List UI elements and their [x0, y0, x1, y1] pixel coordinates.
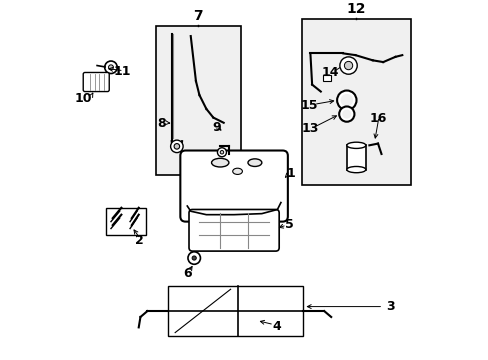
Bar: [301, 19, 410, 185]
Bar: [156, 26, 241, 175]
Bar: [346, 145, 365, 170]
Text: 1: 1: [286, 167, 295, 180]
Ellipse shape: [346, 142, 365, 148]
Text: 8: 8: [157, 117, 165, 130]
Circle shape: [220, 150, 223, 154]
Circle shape: [192, 256, 196, 260]
Text: 10: 10: [74, 92, 92, 105]
Circle shape: [187, 252, 200, 264]
Text: 6: 6: [183, 267, 192, 280]
Ellipse shape: [247, 159, 261, 166]
Circle shape: [336, 90, 356, 110]
Circle shape: [342, 109, 350, 118]
Text: 14: 14: [321, 66, 339, 79]
Circle shape: [108, 65, 113, 70]
Text: 9: 9: [212, 121, 221, 135]
Circle shape: [174, 144, 179, 149]
Bar: [322, 75, 330, 81]
Ellipse shape: [211, 158, 228, 167]
Ellipse shape: [232, 168, 242, 175]
Text: 5: 5: [285, 218, 293, 231]
Text: 4: 4: [271, 320, 280, 333]
Circle shape: [340, 94, 352, 107]
Text: 11: 11: [113, 65, 131, 78]
Ellipse shape: [346, 166, 365, 173]
Circle shape: [170, 140, 183, 153]
Circle shape: [339, 57, 357, 74]
Circle shape: [344, 62, 352, 70]
Circle shape: [217, 148, 226, 157]
Bar: [168, 286, 303, 336]
Text: 7: 7: [192, 9, 202, 23]
Circle shape: [339, 107, 354, 122]
Text: 2: 2: [135, 234, 143, 247]
Text: 16: 16: [368, 112, 386, 125]
Text: 13: 13: [301, 122, 319, 135]
Bar: [105, 208, 145, 235]
Circle shape: [104, 61, 117, 73]
Text: 3: 3: [385, 300, 394, 313]
Text: 12: 12: [346, 2, 365, 16]
Text: 15: 15: [300, 99, 318, 112]
FancyBboxPatch shape: [189, 210, 279, 251]
FancyBboxPatch shape: [83, 72, 109, 91]
FancyBboxPatch shape: [180, 150, 287, 222]
